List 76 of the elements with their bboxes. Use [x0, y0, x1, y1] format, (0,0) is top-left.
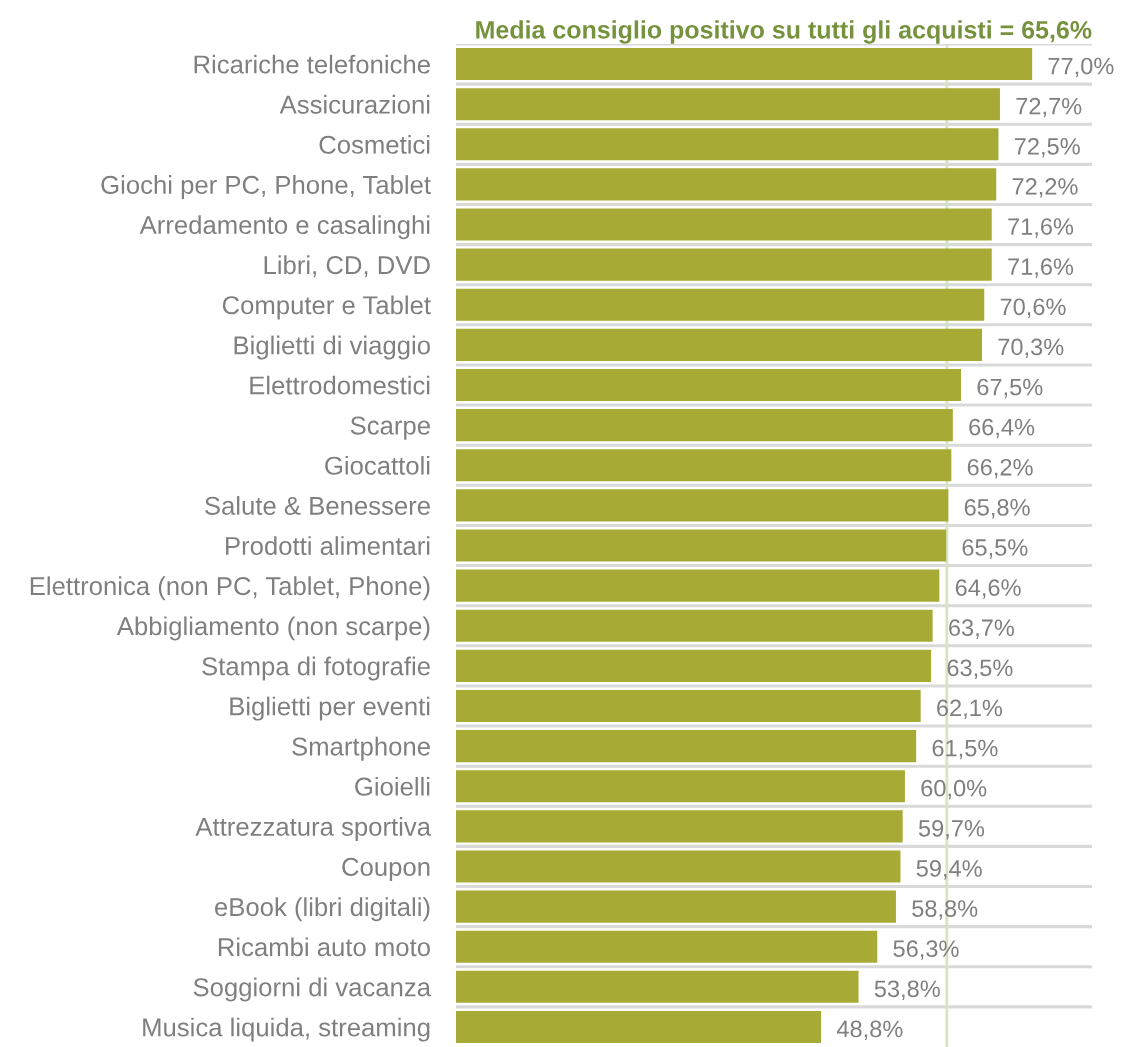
bar	[456, 930, 878, 963]
bar	[456, 569, 940, 602]
y-tick-label: Scarpe	[350, 416, 430, 440]
y-tick-label: Stampa di fotografie	[202, 656, 430, 681]
y-tick-label: Elettrodomestici	[250, 375, 430, 395]
bar	[456, 48, 1033, 81]
bar	[456, 1010, 822, 1043]
y-tick-label: Soggiorni di vacanza	[193, 977, 432, 1002]
bar	[456, 168, 997, 201]
y-tick-label: Computer e Tablet	[222, 295, 431, 320]
data-label: 65,5%	[962, 539, 1028, 559]
data-label: 60,0%	[921, 779, 987, 800]
data-label: 72,7%	[1016, 97, 1082, 118]
data-label: 66,4%	[969, 418, 1035, 439]
y-tick-label: Arredamento e casalinghi	[139, 215, 430, 240]
bar	[456, 449, 952, 482]
y-tick-label: Musica liquida, streaming	[143, 1017, 430, 1042]
y-tick-label: Giocattoli	[325, 455, 430, 475]
bar	[456, 649, 932, 682]
bar	[456, 368, 962, 402]
y-tick-label: Attrezzatura sportiva	[195, 817, 432, 841]
bar	[456, 208, 992, 241]
data-label: 70,3%	[998, 338, 1064, 359]
bar	[456, 489, 949, 522]
data-label: 67,5%	[977, 378, 1043, 399]
bar	[456, 248, 992, 281]
data-label: 71,6%	[1008, 218, 1074, 238]
y-tick-label: Libri, CD, DVD	[264, 255, 430, 278]
y-tick-label: Ricariche telefoniche	[194, 54, 430, 74]
data-label: 72,5%	[1014, 137, 1080, 158]
y-tick-label: Assicurazioni	[279, 94, 430, 114]
y-tick-label: Elettronica (non PC, Tablet, Phone)	[30, 576, 430, 601]
bar	[456, 609, 933, 642]
bar	[456, 689, 921, 723]
data-label: 48,8%	[836, 1020, 903, 1041]
y-tick-label: Abbigliamento (non scarpe)	[116, 616, 430, 641]
y-tick-label: Biglietti per eventi	[230, 696, 430, 721]
data-label: 64,6%	[955, 579, 1021, 599]
bar	[456, 730, 917, 763]
data-label: 56,3%	[893, 940, 959, 960]
data-label: 65,8%	[964, 499, 1030, 519]
y-tick-label: Biglietti di viaggio	[234, 335, 430, 360]
bar	[456, 328, 983, 361]
bar	[456, 288, 985, 321]
y-tick-label: Cosmetici	[319, 134, 430, 154]
bar	[456, 529, 947, 562]
data-label: 63,7%	[949, 619, 1014, 639]
bar	[456, 770, 905, 803]
data-label: 72,2%	[1012, 178, 1078, 198]
chart-title: Media consiglio positivo su tutti gli acquisti = 65,6%	[476, 20, 1092, 44]
data-label: 61,5%	[932, 739, 998, 760]
data-label: 59,4%	[916, 860, 982, 880]
data-label: 58,8%	[912, 900, 978, 920]
bar	[456, 850, 901, 883]
y-tick-label: Smartphone	[292, 736, 430, 761]
bar	[456, 810, 903, 843]
bar	[456, 128, 999, 161]
data-label: 77,0%	[1048, 57, 1114, 78]
y-tick-label: Salute & Benessere	[205, 496, 430, 515]
y-tick-label: Ricambi auto moto	[218, 937, 430, 957]
y-tick-label: Giochi per PC, Phone, Tablet	[101, 175, 431, 200]
y-tick-label: eBook (libri digitali)	[215, 897, 430, 922]
bar	[456, 890, 896, 923]
bar	[456, 88, 1000, 121]
data-label: 70,6%	[1000, 298, 1066, 318]
data-label: 71,6%	[1008, 258, 1074, 278]
bar	[456, 970, 859, 1003]
bar	[456, 409, 953, 442]
y-tick-label: Prodotti alimentari	[226, 536, 430, 556]
data-label: 66,2%	[967, 458, 1033, 479]
data-label: 59,7%	[918, 819, 985, 840]
data-label: 62,1%	[937, 699, 1003, 720]
data-label: 53,8%	[874, 980, 940, 1000]
y-tick-label: Coupon	[342, 857, 430, 882]
data-label: 63,5%	[947, 659, 1013, 679]
y-tick-label: Gioielli	[355, 776, 430, 796]
